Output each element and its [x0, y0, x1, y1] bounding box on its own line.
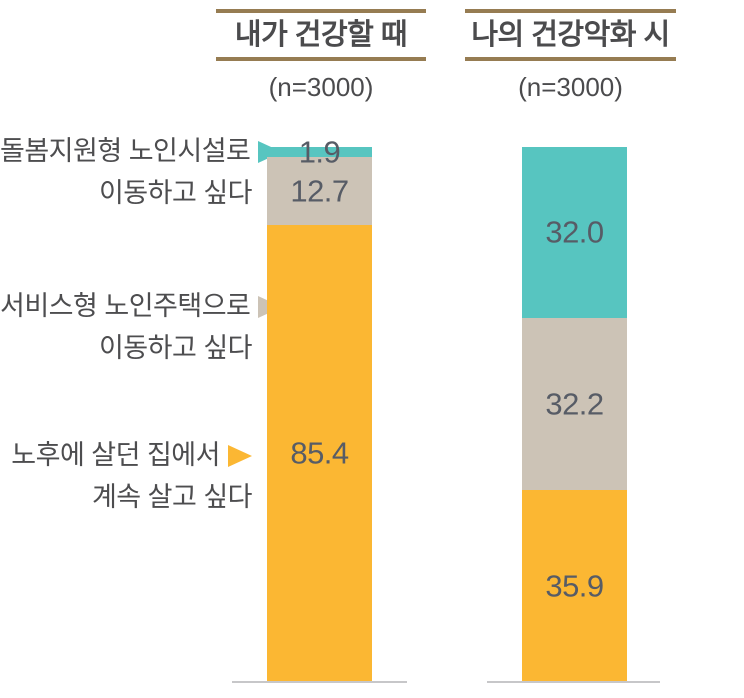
column-title: 내가 건강할 때 [234, 19, 408, 51]
legend-item-service-housing: 서비스형 노인주택으로 이동하고 싶다 [0, 285, 283, 369]
column-header-when-healthy: 내가 건강할 때 [216, 9, 426, 61]
stacked-bar-health-deteriorates: 32.0 32.2 35.9 [522, 147, 627, 682]
legend-line2: 이동하고 싶다 [98, 333, 253, 363]
axis-baseline-right [487, 681, 660, 683]
bar-segment-teal [267, 147, 372, 158]
legend-item-care-facility: 돌봄지원형 노인시설로 이동하고 싶다 [0, 130, 283, 214]
bar-segment-teal [522, 147, 627, 318]
sample-size-label: (n=3000) [518, 72, 623, 102]
bar-value-label: 85.4 [290, 435, 349, 471]
legend-line1: 노후에 살던 집에서 [0, 434, 252, 476]
axis-baseline-left [232, 681, 407, 683]
bar-value-label: 32.0 [545, 214, 604, 250]
bar-segment-yellow [267, 224, 372, 681]
column-title: 나의 건강악화 시 [471, 19, 670, 51]
legend-item-stay-home: 노후에 살던 집에서 계속 살고 싶다 [0, 434, 252, 518]
bar-value-label: 12.7 [290, 173, 349, 209]
bar-segment-yellow [522, 489, 627, 682]
arrow-right-icon [228, 445, 252, 467]
bar-segment-beige [267, 157, 372, 225]
bar-value-label: 1.9 [298, 134, 341, 170]
stacked-bar-when-healthy: 1.9 12.7 85.4 [267, 137, 372, 681]
legend-line1: 돌봄지원형 노인시설로 [0, 130, 283, 172]
bar-segment-beige [522, 317, 627, 490]
legend-line2: 계속 살고 싶다 [91, 482, 253, 512]
column-header-health-deteriorates: 나의 건강악화 시 [465, 9, 676, 61]
legend-line2: 이동하고 싶다 [98, 178, 253, 208]
bar-value-label: 32.2 [545, 386, 604, 422]
legend-line1: 서비스형 노인주택으로 [0, 285, 283, 327]
bar-value-label: 35.9 [545, 568, 604, 604]
sample-size-label: (n=3000) [268, 72, 374, 102]
